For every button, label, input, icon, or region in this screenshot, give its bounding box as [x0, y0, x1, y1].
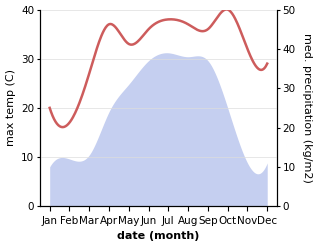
Y-axis label: max temp (C): max temp (C) — [5, 69, 16, 146]
X-axis label: date (month): date (month) — [117, 231, 200, 242]
Y-axis label: med. precipitation (kg/m2): med. precipitation (kg/m2) — [302, 33, 313, 183]
